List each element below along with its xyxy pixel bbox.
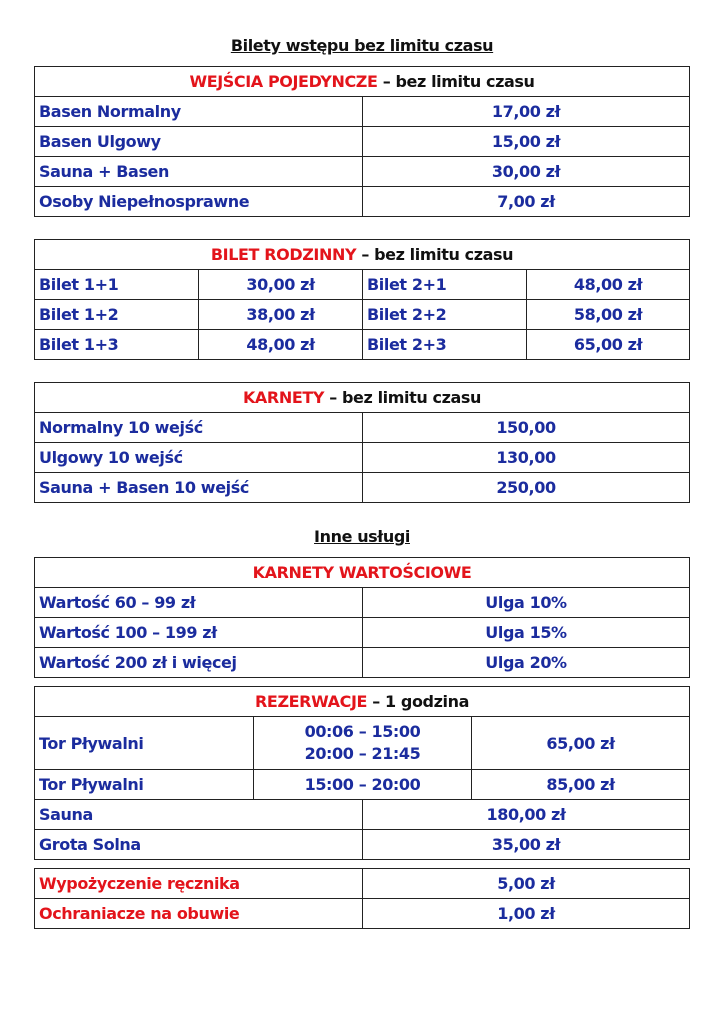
row-label: Normalny 10 wejść xyxy=(34,412,363,443)
row-price: 7,00 zł xyxy=(362,186,690,217)
row-price: Ulga 20% xyxy=(362,647,690,678)
row-price: 130,00 xyxy=(362,442,690,473)
row-price: 150,00 xyxy=(362,412,690,443)
row-price: Ulga 15% xyxy=(362,617,690,648)
table-header: REZERWACJE – 1 godzina xyxy=(34,686,690,717)
single-entry-table: WEJŚCIA POJEDYNCZE – bez limitu czasu Ba… xyxy=(34,66,690,217)
table-row: Sauna + Basen 30,00 zł xyxy=(34,156,690,187)
row-price: Ulga 10% xyxy=(362,587,690,618)
header-rest: – bez limitu czasu xyxy=(356,245,514,264)
table-row: Sauna 180,00 zł xyxy=(34,799,690,830)
table-header: WEJŚCIA POJEDYNCZE – bez limitu czasu xyxy=(34,66,690,97)
row-price: 48,00 zł xyxy=(198,329,363,360)
row-label: Bilet 2+3 xyxy=(362,329,527,360)
row-price: 5,00 zł xyxy=(362,868,690,899)
page-title: Bilety wstępu bez limitu czasu xyxy=(230,36,494,55)
row-price: 1,00 zł xyxy=(362,898,690,929)
table-row: Ulgowy 10 wejść 130,00 xyxy=(34,442,690,473)
value-passes-table: KARNETY WARTOŚCIOWE Wartość 60 – 99 zł Ul… xyxy=(34,557,690,678)
row-price: 30,00 zł xyxy=(198,269,363,300)
row-label: Bilet 2+2 xyxy=(362,299,527,330)
row-label: Osoby Niepełnosprawne xyxy=(34,186,363,217)
header-red: BILET RODZINNY xyxy=(210,245,357,264)
table-row: Basen Normalny 17,00 zł xyxy=(34,96,690,127)
row-label: Grota Solna xyxy=(34,829,363,860)
time-range: 15:00 – 20:00 xyxy=(253,769,472,800)
table-row: Wartość 60 – 99 zł Ulga 10% xyxy=(34,587,690,618)
row-price: 15,00 zł xyxy=(362,126,690,157)
row-price: 250,00 xyxy=(362,472,690,503)
row-times: 00:06 – 15:00 20:00 – 21:45 xyxy=(253,716,472,770)
header-rest: – bez limitu czasu xyxy=(377,72,535,91)
row-label: Wartość 60 – 99 zł xyxy=(34,587,363,618)
row-price: 58,00 zł xyxy=(526,299,690,330)
family-ticket-table: BILET RODZINNY – bez limitu czasu Bilet … xyxy=(34,239,690,360)
passes-table: KARNETY – bez limitu czasu Normalny 10 w… xyxy=(34,382,690,503)
table-row: Bilet 1+2 38,00 zł Bilet 2+2 58,00 zł xyxy=(34,299,690,330)
row-label: Bilet 1+3 xyxy=(34,329,199,360)
row-label: Basen Normalny xyxy=(34,96,363,127)
row-label: Basen Ulgowy xyxy=(34,126,363,157)
row-label: Bilet 1+2 xyxy=(34,299,199,330)
row-price: 48,00 zł xyxy=(526,269,690,300)
table-row: Basen Ulgowy 15,00 zł xyxy=(34,126,690,157)
section-title: Inne usługi xyxy=(314,527,410,546)
time-range: 20:00 – 21:45 xyxy=(304,744,421,763)
table-row: Wartość 200 zł i więcej Ulga 20% xyxy=(34,647,690,678)
table-row: Grota Solna 35,00 zł xyxy=(34,829,690,860)
header-rest: – bez limitu czasu xyxy=(324,388,482,407)
row-label: Sauna + Basen 10 wejść xyxy=(34,472,363,503)
header-red: REZERWACJE xyxy=(255,692,368,711)
table-row: Wypożyczenie ręcznika 5,00 zł xyxy=(34,868,690,899)
row-label: Ulgowy 10 wejść xyxy=(34,442,363,473)
row-label: Ochraniacze na obuwie xyxy=(34,898,363,929)
row-price: 30,00 zł xyxy=(362,156,690,187)
table-row: Normalny 10 wejść 150,00 xyxy=(34,412,690,443)
extras-table: Wypożyczenie ręcznika 5,00 zł Ochraniacze… xyxy=(34,868,690,929)
table-header: KARNETY WARTOŚCIOWE xyxy=(34,557,690,588)
row-price: 17,00 zł xyxy=(362,96,690,127)
row-price: 38,00 zł xyxy=(198,299,363,330)
table-row: Sauna + Basen 10 wejść 250,00 xyxy=(34,472,690,503)
table-row: Ochraniacze na obuwie 1,00 zł xyxy=(34,898,690,929)
table-row: Bilet 1+3 48,00 zł Bilet 2+3 65,00 zł xyxy=(34,329,690,360)
table-header: BILET RODZINNY – bez limitu czasu xyxy=(34,239,690,270)
header-red: KARNETY WARTOŚCIOWE xyxy=(252,563,472,582)
row-label: Bilet 2+1 xyxy=(362,269,527,300)
row-price: 65,00 zł xyxy=(526,329,690,360)
row-price: 65,00 zł xyxy=(471,716,690,770)
row-label: Tor Pływalni xyxy=(34,716,254,770)
row-label: Wartość 200 zł i więcej xyxy=(34,647,363,678)
reservations-table: REZERWACJE – 1 godzina Tor Pływalni 00:06… xyxy=(34,686,690,860)
header-red: WEJŚCIA POJEDYNCZE xyxy=(189,72,378,91)
header-rest: – 1 godzina xyxy=(367,692,469,711)
table-row: Osoby Niepełnosprawne 7,00 zł xyxy=(34,186,690,217)
row-label: Sauna + Basen xyxy=(34,156,363,187)
table-row: Tor Pływalni 00:06 – 15:00 20:00 – 21:45 65… xyxy=(34,716,690,770)
table-row: Tor Pływalni 15:00 – 20:00 85,00 zł xyxy=(34,769,690,800)
row-label: Bilet 1+1 xyxy=(34,269,199,300)
table-header: KARNETY – bez limitu czasu xyxy=(34,382,690,413)
table-row: Wartość 100 – 199 zł Ulga 15% xyxy=(34,617,690,648)
time-range: 00:06 – 15:00 xyxy=(304,722,421,741)
row-price: 180,00 zł xyxy=(362,799,690,830)
row-label: Wypożyczenie ręcznika xyxy=(34,868,363,899)
row-label: Sauna xyxy=(34,799,363,830)
row-label: Wartość 100 – 199 zł xyxy=(34,617,363,648)
header-red: KARNETY xyxy=(242,388,325,407)
row-price: 85,00 zł xyxy=(471,769,690,800)
table-row: Bilet 1+1 30,00 zł Bilet 2+1 48,00 zł xyxy=(34,269,690,300)
row-label: Tor Pływalni xyxy=(34,769,254,800)
row-price: 35,00 zł xyxy=(362,829,690,860)
